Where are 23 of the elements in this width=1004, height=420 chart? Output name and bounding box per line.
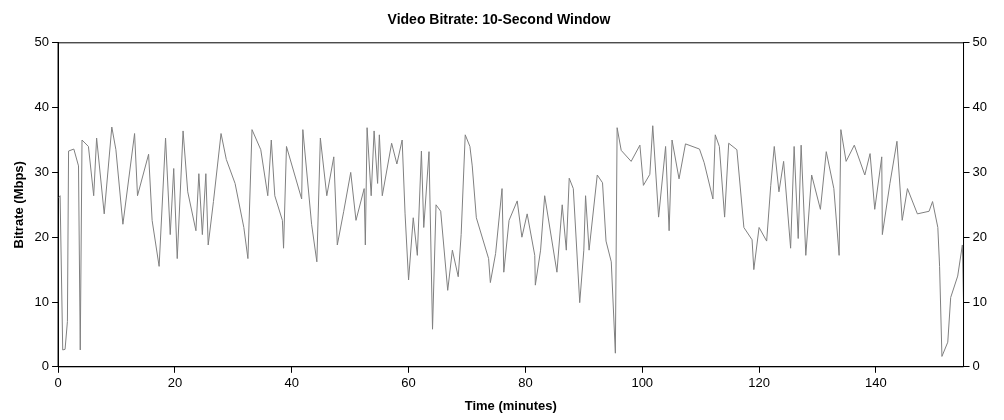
y2-tick-label: 40 xyxy=(972,99,988,115)
x-tick-label: 0 xyxy=(54,375,62,391)
y-axis-title: Bitrate (Mbps) xyxy=(11,161,27,249)
x-tick-label: 80 xyxy=(518,375,533,391)
y-tick-label: 30 xyxy=(34,163,50,179)
x-tick-label: 140 xyxy=(865,375,887,391)
x-tick-label: 120 xyxy=(748,375,770,391)
y-tick-label: 10 xyxy=(34,293,50,309)
y2-tick-label: 20 xyxy=(972,228,988,244)
y-tick-label: 40 xyxy=(34,99,50,115)
x-tick-label: 40 xyxy=(284,375,299,391)
chart-title: Video Bitrate: 10-Second Window xyxy=(387,11,611,28)
y2-tick-label: 30 xyxy=(972,163,988,179)
x-axis-title: Time (minutes) xyxy=(464,397,557,413)
y-tick-label: 0 xyxy=(41,358,50,374)
x-tick-label: 100 xyxy=(631,375,654,391)
x-tick-label: 60 xyxy=(401,375,416,391)
y-tick-label: 50 xyxy=(34,34,50,50)
y2-tick-label: 50 xyxy=(972,34,988,50)
y-tick-label: 20 xyxy=(34,228,50,244)
y2-tick-label: 10 xyxy=(972,293,988,309)
x-tick-label: 20 xyxy=(167,375,183,391)
y2-tick-label: 0 xyxy=(972,358,980,374)
